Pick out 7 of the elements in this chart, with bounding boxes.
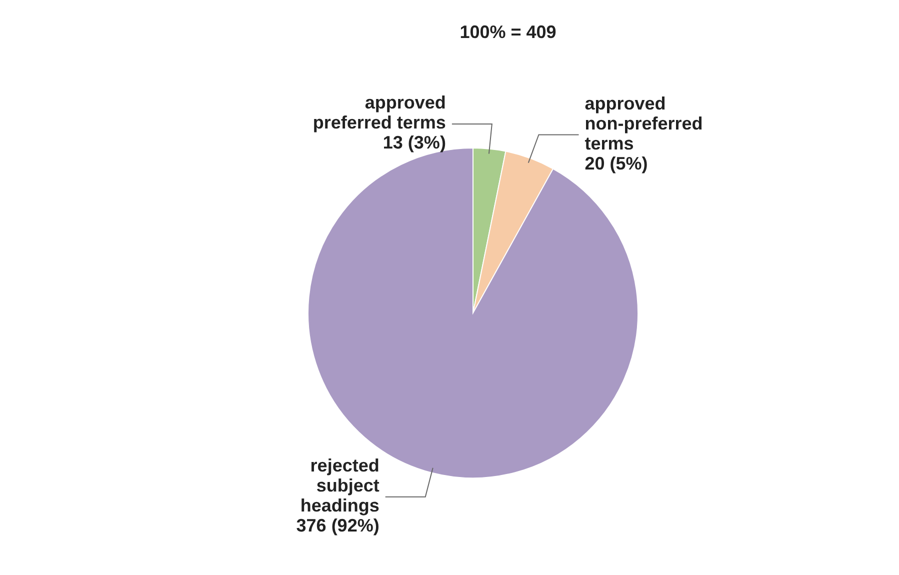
- data-label: 376 (92%): [296, 516, 380, 536]
- slice-label: approved preferred terms: [312, 92, 446, 133]
- slice-label: approved non-preferred terms: [584, 93, 703, 154]
- slice-label: rejected subject headings: [300, 456, 380, 516]
- chart-title: 100% = 409: [460, 22, 556, 42]
- data-label: 20 (5%): [584, 153, 648, 174]
- data-label: 13 (3%): [382, 132, 446, 153]
